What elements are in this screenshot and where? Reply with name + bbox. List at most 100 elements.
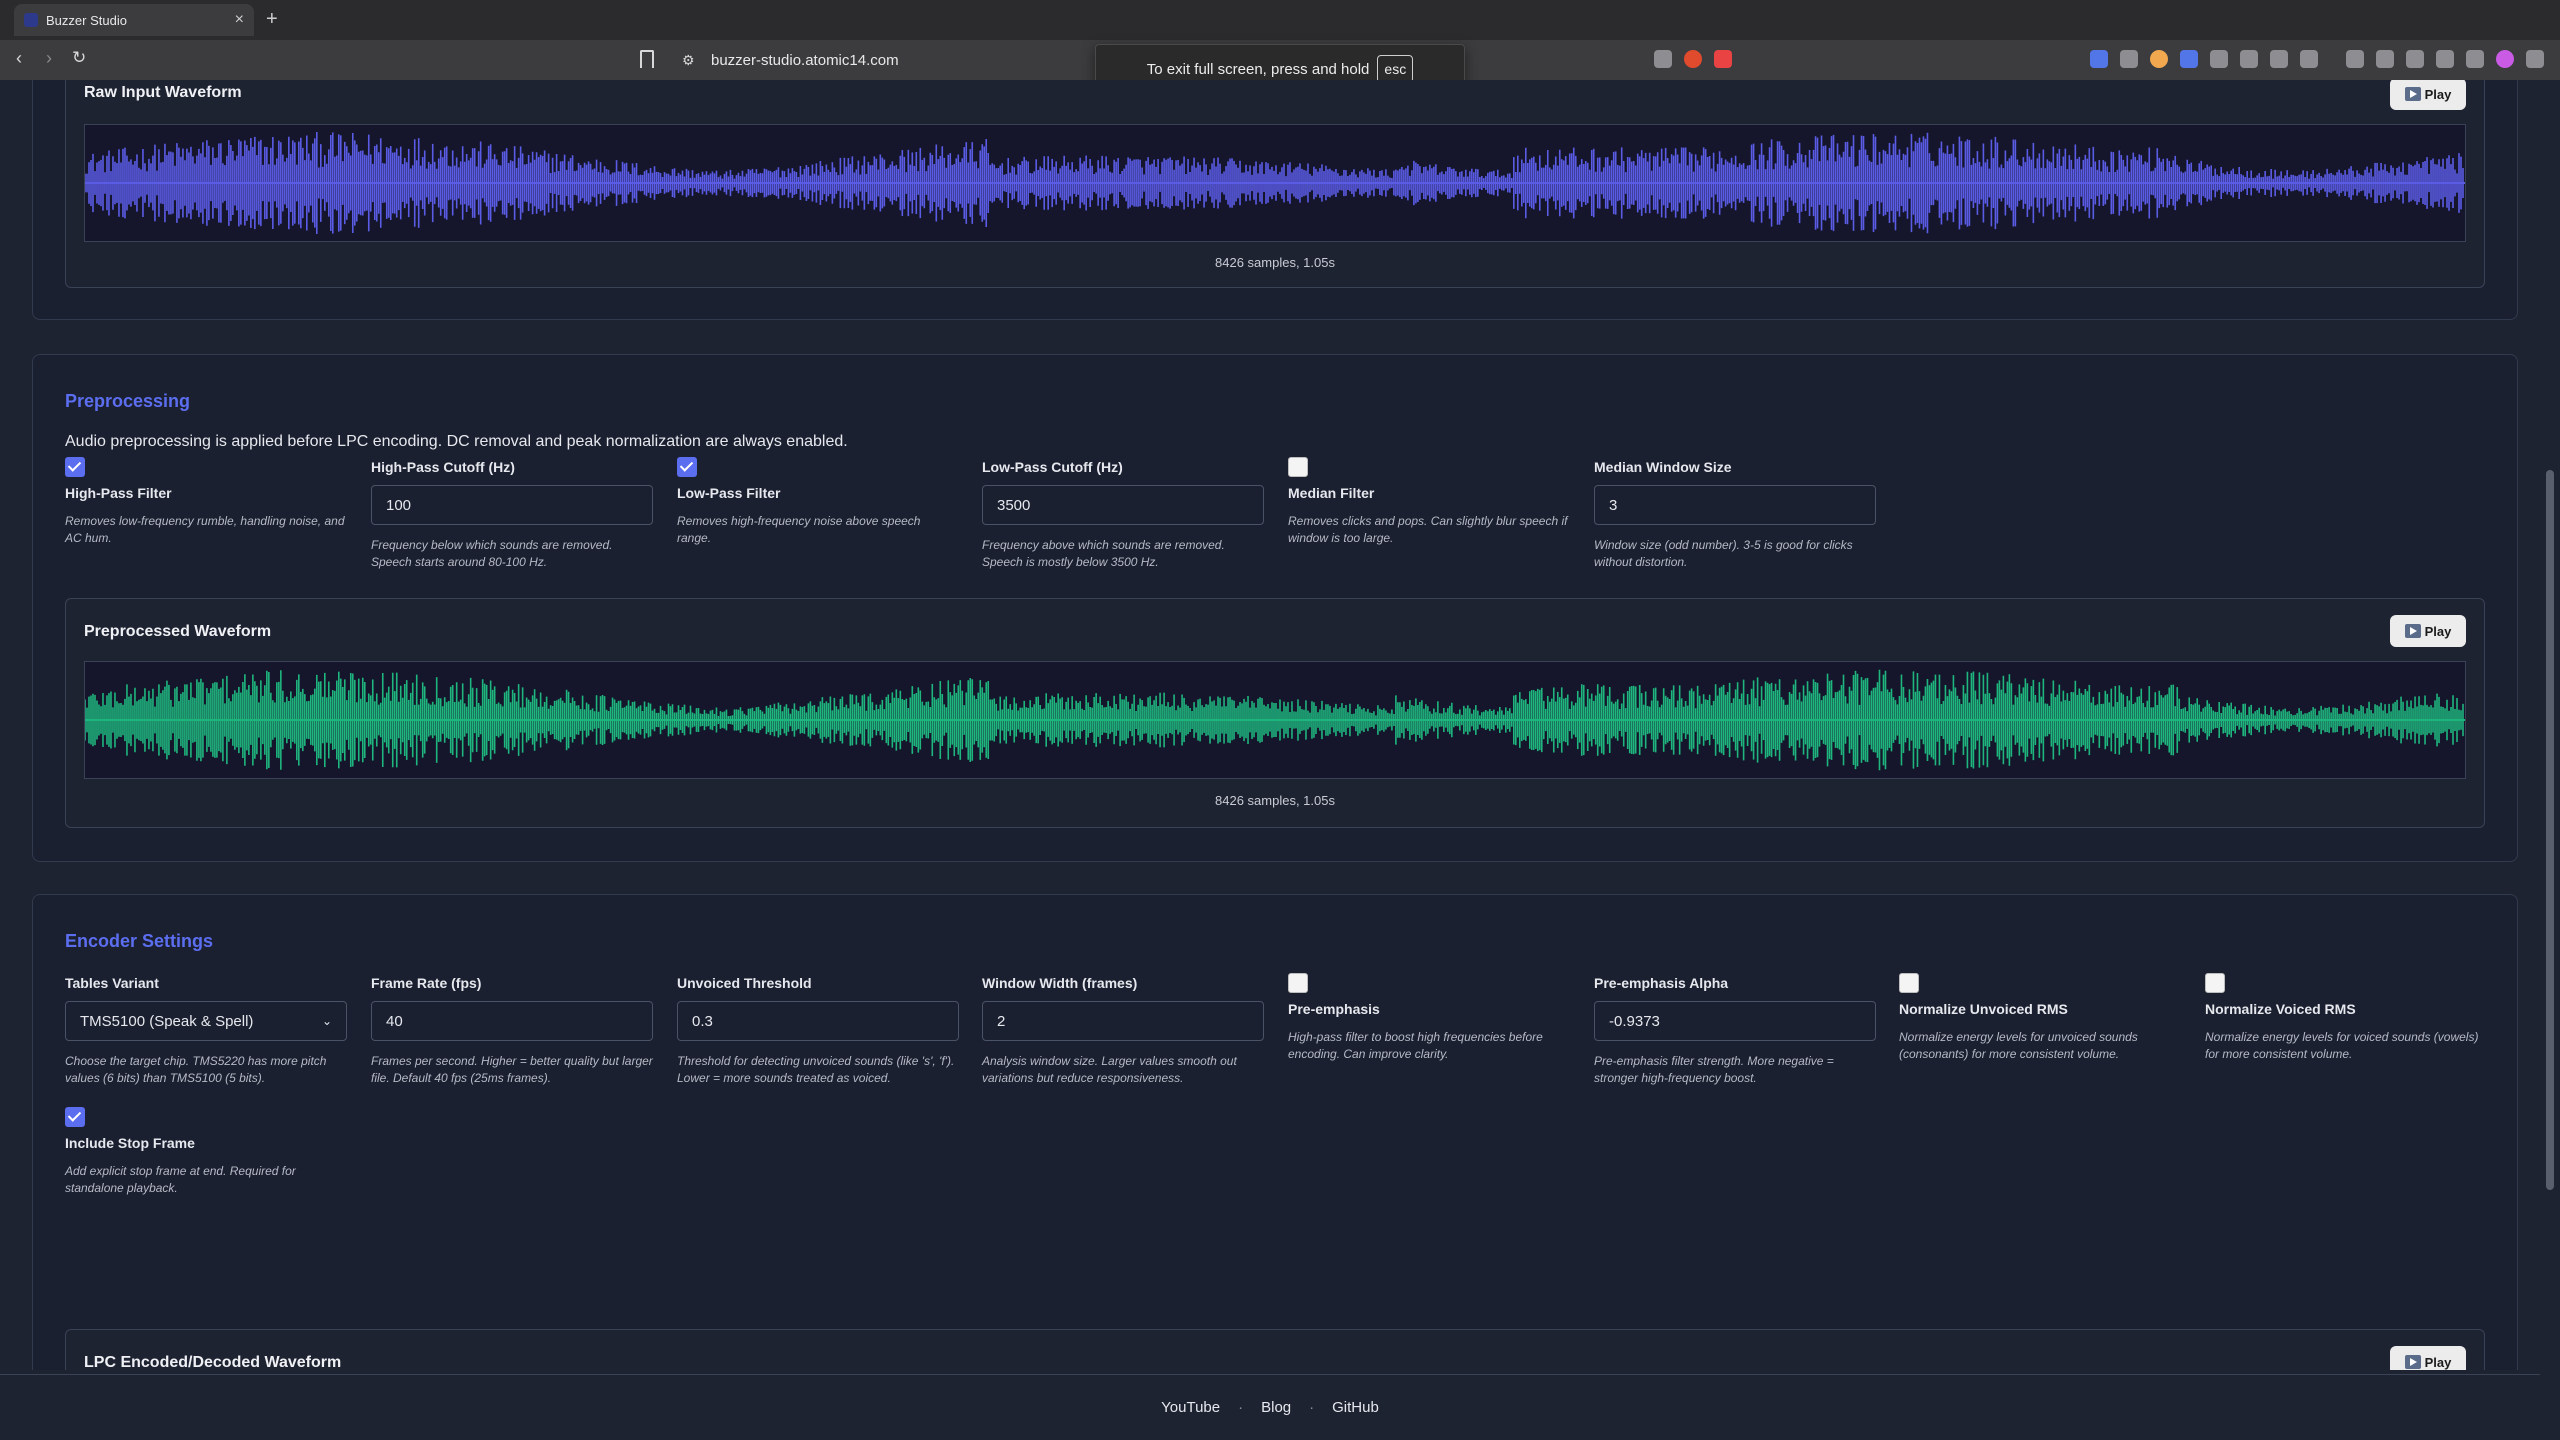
- frame-rate-input[interactable]: 40: [371, 1001, 653, 1041]
- low-pass-help: Removes high-frequency noise above speec…: [677, 514, 921, 545]
- back-icon[interactable]: ‹: [16, 48, 22, 68]
- median-window-help: Window size (odd number). 3-5 is good fo…: [1594, 538, 1853, 569]
- footer-link-blog[interactable]: Blog: [1261, 1399, 1292, 1416]
- bookmark-icon[interactable]: [640, 50, 654, 68]
- unvoiced-threshold-input[interactable]: 0.3: [677, 1001, 959, 1041]
- window-width-field: Window Width (frames) 2 Analysis window …: [982, 975, 1264, 1087]
- median-window-field: Median Window Size 3 Window size (odd nu…: [1594, 459, 1876, 571]
- low-pass-checkbox[interactable]: [677, 457, 697, 477]
- page-content: Raw Input Waveform Play 8426 samples, 1.…: [0, 80, 2540, 1370]
- play-icon: [2404, 624, 2421, 638]
- lpc-play-button[interactable]: Play: [2390, 1346, 2466, 1370]
- pre-emphasis-alpha-field: Pre-emphasis Alpha -0.9373 Pre-emphasis …: [1594, 975, 1876, 1087]
- waveform-path: [85, 131, 2464, 235]
- media-icon[interactable]: [2346, 50, 2364, 68]
- encoder-heading: Encoder Settings: [65, 931, 214, 951]
- leo-icon[interactable]: [2436, 50, 2454, 68]
- preprocessing-section: Preprocessing Audio preprocessing is app…: [32, 354, 2518, 862]
- browser-tab[interactable]: Buzzer Studio ×: [14, 4, 254, 36]
- preprocessed-play-button[interactable]: Play: [2390, 615, 2466, 647]
- wallet-icon[interactable]: [2406, 50, 2424, 68]
- preprocessed-samples-info: 8426 samples, 1.05s: [1215, 793, 1335, 808]
- tables-variant-label: Tables Variant: [65, 975, 159, 991]
- site-settings-icon[interactable]: ⚙: [682, 52, 695, 68]
- new-tab-icon[interactable]: +: [266, 8, 278, 30]
- menu-icon[interactable]: [2526, 50, 2544, 68]
- window-width-label: Window Width (frames): [982, 975, 1138, 991]
- fullscreen-notice: To exit full screen, press and hold esc: [1095, 44, 1465, 94]
- extension-icon[interactable]: [2210, 50, 2228, 68]
- extension-icons: [2090, 50, 2318, 68]
- brave-rewards-icon[interactable]: [1714, 50, 1732, 68]
- pre-emphasis-alpha-label: Pre-emphasis Alpha: [1594, 975, 1729, 991]
- extension-icon[interactable]: [2270, 50, 2288, 68]
- play-label: Play: [2424, 86, 2452, 102]
- low-pass-label: Low-Pass Filter: [677, 485, 781, 501]
- window-width-help: Analysis window size. Larger values smoo…: [982, 1054, 1237, 1085]
- frame-rate-field: Frame Rate (fps) 40 Frames per second. H…: [371, 975, 653, 1087]
- footer-link-github[interactable]: GitHub: [1332, 1399, 1379, 1416]
- reload-icon[interactable]: ↻: [72, 48, 87, 67]
- unvoiced-threshold-field: Unvoiced Threshold 0.3 Threshold for det…: [677, 975, 959, 1087]
- extension-icon[interactable]: [2120, 50, 2138, 68]
- extension-icon[interactable]: [2180, 50, 2198, 68]
- extension-icon[interactable]: [2090, 50, 2108, 68]
- tables-variant-help: Choose the target chip. TMS5220 has more…: [65, 1054, 327, 1085]
- raw-waveform-title: Raw Input Waveform: [84, 84, 242, 101]
- browser-tab-bar: Buzzer Studio × +: [0, 0, 2560, 40]
- high-pass-cutoff-input[interactable]: 100: [371, 485, 653, 525]
- high-pass-help: Removes low-frequency rumble, handling n…: [65, 514, 345, 545]
- frame-rate-label: Frame Rate (fps): [371, 975, 482, 991]
- address-bar[interactable]: buzzer-studio.atomic14.com: [711, 52, 899, 69]
- tables-variant-select[interactable]: TMS5100 (Speak & Spell) ⌄: [65, 1001, 347, 1041]
- unvoiced-threshold-label: Unvoiced Threshold: [677, 975, 812, 991]
- high-pass-checkbox[interactable]: [65, 457, 85, 477]
- median-checkbox[interactable]: [1288, 457, 1308, 477]
- low-pass-cutoff-help: Frequency above which sounds are removed…: [982, 538, 1225, 569]
- normalize-voiced-checkbox[interactable]: [2205, 973, 2225, 993]
- extension-icon[interactable]: [2240, 50, 2258, 68]
- share-icon[interactable]: [1654, 50, 1672, 68]
- stop-frame-checkbox[interactable]: [65, 1107, 85, 1127]
- preprocessing-description: Audio preprocessing is applied before LP…: [65, 433, 848, 450]
- sidebar-icon[interactable]: [2376, 50, 2394, 68]
- pre-emphasis-option: Pre-emphasis High-pass filter to boost h…: [1288, 973, 1568, 1063]
- tables-variant-value: TMS5100 (Speak & Spell): [80, 1012, 254, 1030]
- footer-separator: ·: [1309, 1399, 1315, 1416]
- high-pass-filter-option: High-Pass Filter Removes low-frequency r…: [65, 457, 345, 547]
- window-width-input[interactable]: 2: [982, 1001, 1264, 1041]
- address-actions: [1654, 50, 1732, 68]
- normalize-unvoiced-checkbox[interactable]: [1899, 973, 1919, 993]
- brave-shields-icon[interactable]: [1684, 50, 1702, 68]
- low-pass-filter-option: Low-Pass Filter Removes high-frequency n…: [677, 457, 957, 547]
- pre-emphasis-help: High-pass filter to boost high frequenci…: [1288, 1030, 1543, 1061]
- normalize-voiced-option: Normalize Voiced RMS Normalize energy le…: [2205, 973, 2495, 1063]
- profile-icon[interactable]: [2496, 50, 2514, 68]
- preprocessed-waveform-title: Preprocessed Waveform: [84, 623, 272, 640]
- tab-close-icon[interactable]: ×: [234, 11, 244, 28]
- footer-link-youtube[interactable]: YouTube: [1161, 1399, 1221, 1416]
- play-icon: [2404, 1355, 2421, 1369]
- scrollbar-thumb[interactable]: [2546, 470, 2554, 1190]
- puzzle-icon[interactable]: [2300, 50, 2318, 68]
- raw-play-button[interactable]: Play: [2390, 80, 2466, 110]
- median-help: Removes clicks and pops. Can slightly bl…: [1288, 514, 1568, 545]
- forward-icon[interactable]: ›: [46, 48, 52, 68]
- vpn-icon[interactable]: [2466, 50, 2484, 68]
- high-pass-label: High-Pass Filter: [65, 485, 172, 501]
- low-pass-cutoff-field: Low-Pass Cutoff (Hz) 3500 Frequency abov…: [982, 459, 1264, 571]
- pre-emphasis-alpha-input[interactable]: -0.9373: [1594, 1001, 1876, 1041]
- lpc-waveform-card: LPC Encoded/Decoded Waveform Play: [65, 1329, 2485, 1370]
- low-pass-cutoff-input[interactable]: 3500: [982, 485, 1264, 525]
- preprocessed-waveform-card: Preprocessed Waveform Play 8426 samples,…: [65, 598, 2485, 828]
- page-scrollbar[interactable]: [2540, 80, 2560, 1370]
- median-window-input[interactable]: 3: [1594, 485, 1876, 525]
- high-pass-cutoff-field: High-Pass Cutoff (Hz) 100 Frequency belo…: [371, 459, 653, 571]
- extension-icon[interactable]: [2150, 50, 2168, 68]
- pre-emphasis-checkbox[interactable]: [1288, 973, 1308, 993]
- lpc-waveform-title: LPC Encoded/Decoded Waveform: [84, 1354, 342, 1370]
- input-section: Raw Input Waveform Play 8426 samples, 1.…: [32, 80, 2518, 320]
- raw-samples-info: 8426 samples, 1.05s: [1215, 255, 1335, 270]
- stop-frame-help: Add explicit stop frame at end. Required…: [65, 1164, 296, 1195]
- raw-waveform-card: Raw Input Waveform Play 8426 samples, 1.…: [65, 80, 2485, 288]
